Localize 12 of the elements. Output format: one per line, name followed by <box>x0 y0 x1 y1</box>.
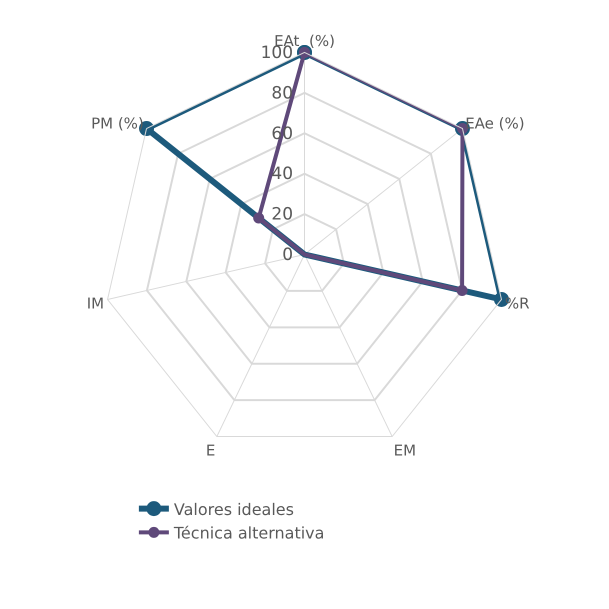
spoke-label: E <box>206 441 216 460</box>
y-tick-label: 0 <box>282 245 294 266</box>
legend-label: Valores ideales <box>174 500 294 519</box>
spoke-label: EM <box>394 441 416 460</box>
legend-label: Técnica alternativa <box>172 524 324 543</box>
y-tick-label: 80 <box>271 83 294 104</box>
spoke-label: %R <box>504 294 530 313</box>
spoke-label: EAe (%) <box>465 114 525 133</box>
spoke-label: PM (%) <box>91 114 144 133</box>
y-tick-label: 20 <box>271 204 294 225</box>
y-tick-label: 40 <box>271 164 294 184</box>
spoke-label: IM <box>86 294 104 313</box>
